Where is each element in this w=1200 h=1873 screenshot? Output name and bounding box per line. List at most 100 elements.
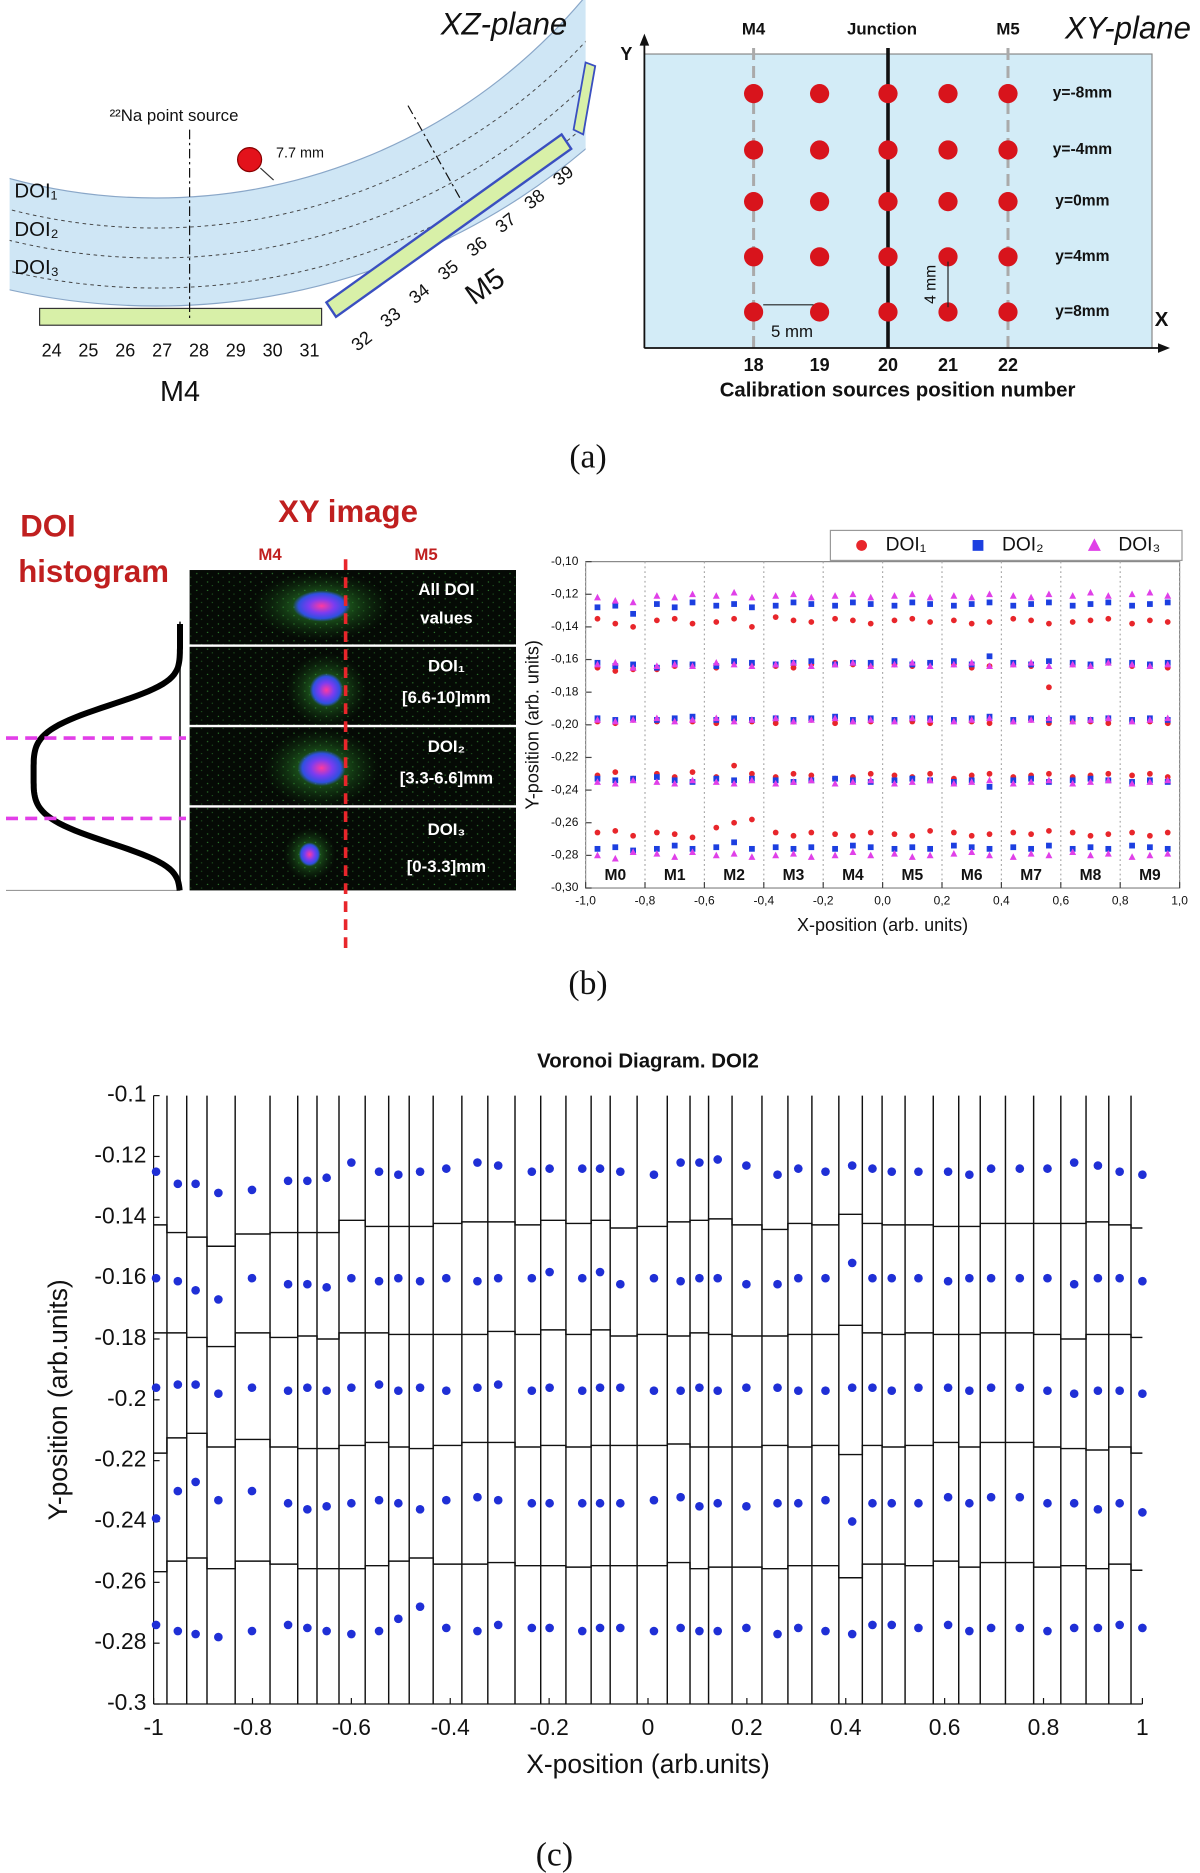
point xyxy=(887,1167,897,1176)
module-label: M3 xyxy=(783,867,805,884)
point xyxy=(151,1273,161,1283)
point xyxy=(1027,850,1035,857)
point xyxy=(926,716,934,723)
point xyxy=(1128,779,1136,787)
point xyxy=(695,1158,704,1167)
y-tick-label: -0,20 xyxy=(551,717,579,731)
position-number: 19 xyxy=(810,355,830,375)
point xyxy=(909,615,916,622)
row-label: y=0mm xyxy=(1055,193,1109,210)
point xyxy=(713,663,720,669)
point xyxy=(1115,1498,1124,1508)
point xyxy=(986,714,993,722)
point xyxy=(473,1626,482,1636)
point xyxy=(527,1167,537,1176)
source-dot xyxy=(810,302,830,322)
y-axis-title: Y-position (arb.units) xyxy=(43,1279,73,1520)
distance-marker xyxy=(259,167,275,181)
point xyxy=(322,1626,331,1636)
point xyxy=(374,1495,384,1505)
crystal-number: 28 xyxy=(189,340,209,360)
point xyxy=(986,1383,996,1392)
module-label: M7 xyxy=(1020,867,1042,884)
image-panel xyxy=(189,807,516,891)
point xyxy=(1027,659,1035,666)
point xyxy=(689,662,696,669)
histogram-title: DOI xyxy=(20,508,75,543)
m5-module xyxy=(324,132,573,319)
source-dot xyxy=(998,302,1018,322)
point xyxy=(968,593,976,601)
point xyxy=(615,1167,625,1176)
point xyxy=(1164,850,1172,857)
m4-module xyxy=(39,307,323,326)
column-label: Junction xyxy=(847,19,917,38)
point xyxy=(630,832,636,839)
point xyxy=(151,1620,161,1630)
point xyxy=(676,1386,685,1396)
point xyxy=(374,1276,384,1286)
point xyxy=(303,1505,312,1514)
point xyxy=(595,1623,605,1633)
x-tick-label: 0,8 xyxy=(1112,893,1129,907)
point xyxy=(527,1498,537,1508)
y-tick-label: -0.1 xyxy=(107,1081,146,1107)
axis-title: Calibration sources position number xyxy=(720,380,1076,402)
point xyxy=(653,662,661,669)
point xyxy=(1105,720,1112,727)
point xyxy=(832,831,838,838)
x-tick-label: 1 xyxy=(1136,1714,1149,1740)
point xyxy=(891,845,898,852)
x-tick-label: 0.8 xyxy=(1028,1714,1060,1740)
point xyxy=(247,1185,257,1195)
voronoi-edge xyxy=(153,1213,1143,1247)
point xyxy=(950,779,958,787)
point xyxy=(909,844,916,851)
point xyxy=(594,604,601,611)
panel-label: DOI₁ xyxy=(428,657,465,676)
point xyxy=(545,1164,554,1173)
point xyxy=(867,662,875,669)
point xyxy=(1093,1161,1103,1170)
point xyxy=(1115,1273,1124,1283)
point xyxy=(731,762,737,769)
point xyxy=(849,778,857,785)
point xyxy=(943,1492,953,1502)
source-dot xyxy=(744,247,764,267)
point xyxy=(832,602,838,609)
point xyxy=(612,844,619,851)
point xyxy=(847,1517,857,1526)
y-tick-label: -0.18 xyxy=(94,1324,146,1350)
point xyxy=(790,617,797,624)
point xyxy=(713,1155,723,1164)
point xyxy=(1138,1389,1147,1399)
point xyxy=(849,848,857,855)
point xyxy=(1164,845,1171,852)
image-spot xyxy=(292,590,351,622)
x-tick-label: 0.6 xyxy=(929,1714,961,1740)
point xyxy=(653,714,661,722)
point xyxy=(441,1164,451,1173)
point xyxy=(473,1158,482,1167)
crystal-number: 26 xyxy=(115,340,135,360)
point xyxy=(730,779,738,787)
point xyxy=(441,1495,451,1505)
point xyxy=(926,851,934,859)
point xyxy=(965,1273,974,1283)
point xyxy=(1045,776,1053,784)
point xyxy=(394,1273,403,1283)
point xyxy=(1046,770,1052,777)
point xyxy=(867,776,875,784)
point xyxy=(807,593,815,601)
point xyxy=(1115,1386,1124,1396)
point xyxy=(808,829,815,836)
point xyxy=(1046,842,1052,849)
y-tick-label: -0,12 xyxy=(551,586,579,600)
point xyxy=(689,599,696,606)
position-number: 18 xyxy=(744,355,764,375)
image-panels: All DOI values DOI₁ [6.6-10]mm DOI₂ [3.3-6.6]… xyxy=(189,570,516,891)
y-tick-label: -0.22 xyxy=(94,1446,146,1472)
point xyxy=(968,772,975,779)
module-label: M8 xyxy=(1080,867,1102,884)
point xyxy=(790,770,797,777)
